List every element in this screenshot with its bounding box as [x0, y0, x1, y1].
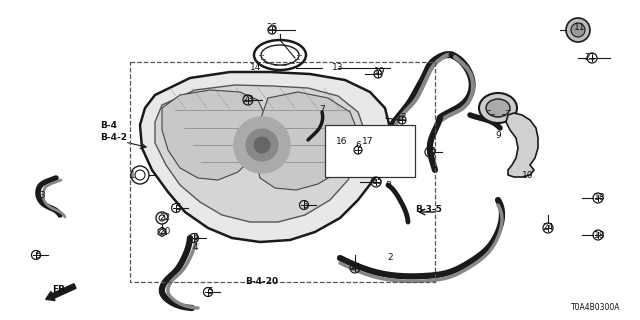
- Text: 3: 3: [39, 190, 45, 199]
- Text: FR.: FR.: [52, 285, 68, 294]
- Ellipse shape: [479, 93, 517, 123]
- Bar: [325, 125, 415, 177]
- Text: 18: 18: [595, 194, 605, 203]
- Circle shape: [566, 18, 590, 42]
- Circle shape: [246, 129, 278, 161]
- Text: 21: 21: [584, 53, 596, 62]
- Text: 2: 2: [387, 253, 393, 262]
- Text: 5: 5: [175, 204, 181, 212]
- Ellipse shape: [486, 99, 510, 117]
- Polygon shape: [162, 90, 265, 180]
- Text: 1: 1: [130, 171, 136, 180]
- Polygon shape: [140, 72, 390, 242]
- Polygon shape: [155, 85, 365, 222]
- Text: 15: 15: [372, 178, 384, 187]
- Text: 24: 24: [542, 223, 554, 233]
- Text: 18: 18: [595, 230, 605, 239]
- Text: 23: 23: [243, 95, 253, 105]
- Bar: [130, 62, 435, 282]
- Circle shape: [254, 137, 270, 153]
- Text: 12: 12: [396, 114, 408, 123]
- Text: 5: 5: [35, 251, 41, 260]
- Text: B-3-5: B-3-5: [415, 205, 442, 214]
- Polygon shape: [506, 113, 538, 177]
- Text: 25: 25: [266, 23, 278, 33]
- Circle shape: [571, 23, 585, 37]
- Text: 5: 5: [302, 201, 308, 210]
- Polygon shape: [255, 92, 358, 190]
- Text: 5: 5: [207, 287, 213, 297]
- Text: 11: 11: [574, 23, 586, 33]
- Text: 13: 13: [332, 63, 344, 73]
- Text: 15: 15: [426, 148, 438, 156]
- Text: B-4-20: B-4-20: [245, 277, 278, 286]
- Text: 20: 20: [159, 228, 171, 236]
- Text: 6: 6: [355, 140, 361, 149]
- Text: 22: 22: [159, 213, 171, 222]
- Text: 16: 16: [336, 138, 348, 147]
- Text: B-4-2: B-4-2: [100, 133, 127, 142]
- Text: B-4: B-4: [100, 121, 117, 130]
- Text: 19: 19: [374, 68, 386, 76]
- Text: 24: 24: [349, 263, 360, 273]
- Text: 8: 8: [385, 180, 391, 189]
- Text: 9: 9: [495, 131, 501, 140]
- FancyArrow shape: [45, 284, 76, 300]
- Text: 5: 5: [192, 234, 198, 243]
- Text: 7: 7: [319, 106, 325, 115]
- Circle shape: [234, 117, 290, 173]
- Text: 4: 4: [192, 244, 198, 252]
- Text: 17: 17: [362, 138, 374, 147]
- Text: T0A4B0300A: T0A4B0300A: [570, 303, 620, 312]
- Text: 10: 10: [522, 171, 534, 180]
- Text: 14: 14: [250, 63, 262, 73]
